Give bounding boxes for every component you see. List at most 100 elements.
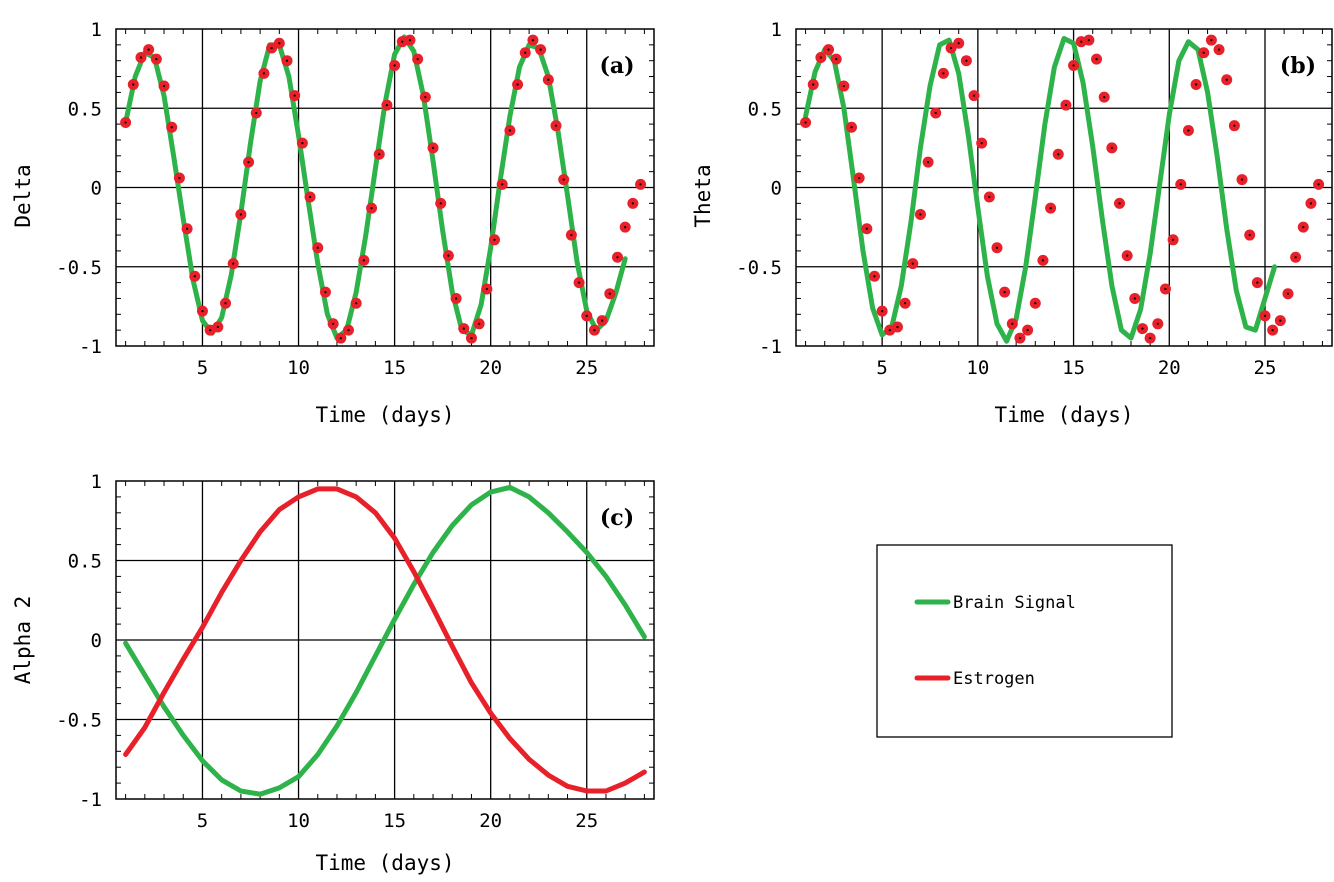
y-tick-label: -0.5	[56, 257, 102, 279]
estrogen-marker-center	[424, 96, 427, 99]
estrogen-marker-center	[1041, 259, 1045, 262]
estrogen-markers	[800, 34, 1325, 344]
estrogen-marker-center	[147, 48, 150, 51]
estrogen-marker-center	[485, 287, 488, 291]
estrogen-marker-center	[262, 72, 266, 75]
estrogen-marker-center	[1057, 153, 1060, 156]
estrogen-marker-center	[1202, 51, 1205, 54]
estrogen-marker-center	[1011, 322, 1014, 325]
estrogen-marker-center	[1095, 58, 1098, 61]
estrogen-marker-center	[470, 336, 473, 340]
x-tick-label: 10	[287, 357, 310, 379]
estrogen-marker-center	[608, 292, 611, 295]
estrogen-marker-center	[865, 227, 868, 230]
estrogen-marker-center	[1018, 336, 1022, 340]
x-axis-label: Time (days)	[994, 403, 1133, 427]
y-tick-label: 1	[771, 19, 782, 41]
plot-frame	[115, 28, 655, 347]
estrogen-marker-center	[911, 262, 914, 265]
estrogen-marker-center	[1210, 38, 1213, 42]
estrogen-marker-center	[193, 275, 196, 278]
estrogen-marker-center	[462, 327, 465, 330]
estrogen-marker-center	[1156, 322, 1159, 325]
estrogen-marker-center	[942, 72, 945, 75]
estrogen-marker-center	[888, 329, 891, 332]
y-tick-label: 1	[91, 471, 102, 493]
estrogen-marker-center	[378, 153, 381, 156]
y-axis-label: Delta	[11, 164, 35, 227]
x-tick-label: 10	[287, 810, 310, 832]
y-tick-label: -0.5	[736, 257, 782, 279]
estrogen-marker-center	[285, 59, 289, 62]
estrogen-marker-center	[850, 126, 853, 129]
estrogen-marker-center	[370, 207, 373, 210]
y-tick-label: 0	[771, 178, 782, 200]
estrogen-marker-center	[819, 56, 822, 59]
gridlines	[796, 29, 1332, 346]
y-tick-label: 0.5	[748, 98, 782, 120]
x-tick-label: 15	[383, 357, 406, 379]
estrogen-marker-center	[547, 78, 550, 81]
estrogen-marker-center	[1302, 226, 1305, 229]
panel-tag: (b)	[1280, 53, 1316, 79]
estrogen-marker-center	[1179, 183, 1182, 186]
estrogen-marker-center	[881, 310, 884, 313]
estrogen-marker-center	[631, 202, 634, 205]
estrogen-marker-center	[239, 213, 242, 216]
estrogen-marker-center	[278, 42, 281, 45]
panel-a: 5 10 15 20 25 1 0.5 0 -0.5 -1 Time (days) Delta (a)	[11, 19, 655, 427]
minor-ticks	[116, 481, 654, 799]
estrogen-marker-center	[972, 94, 976, 97]
y-tick-label: -1	[79, 789, 102, 811]
y-tick-label: 0.5	[68, 98, 102, 120]
estrogen-marker-center	[812, 83, 815, 86]
estrogen-marker-center	[919, 213, 922, 216]
x-tick-label: 20	[479, 357, 502, 379]
estrogen-marker-center	[1317, 183, 1320, 186]
estrogen-marker-center	[827, 48, 830, 51]
series-line-brain-signal	[123, 484, 647, 797]
estrogen-marker-center	[616, 256, 619, 259]
panel-b: 5 10 15 20 25 1 0.5 0 -0.5 -1 Time (days) Theta (b)	[691, 19, 1333, 427]
estrogen-marker-center	[247, 161, 250, 164]
y-tick-label: 0.5	[68, 551, 102, 573]
estrogen-marker-center	[926, 161, 930, 164]
estrogen-marker-center	[957, 42, 960, 45]
estrogen-marker-center	[255, 111, 258, 115]
estrogen-marker-center	[980, 142, 983, 145]
estrogen-marker-center	[1309, 202, 1313, 205]
estrogen-marker-center	[562, 178, 565, 181]
estrogen-marker-center	[539, 48, 542, 51]
estrogen-marker-center	[216, 325, 219, 329]
estrogen-marker-center	[554, 124, 558, 127]
x-tick-label: 25	[1254, 357, 1277, 379]
estrogen-marker-center	[1233, 124, 1236, 127]
estrogen-marker-center	[124, 121, 127, 124]
legend-box	[876, 544, 1173, 738]
estrogen-marker-center	[447, 254, 450, 257]
estrogen-marker-center	[577, 281, 581, 284]
x-tick-label: 25	[575, 810, 598, 832]
estrogen-marker-center	[270, 46, 273, 50]
estrogen-marker-center	[896, 325, 899, 329]
estrogen-marker-center	[439, 202, 442, 205]
estrogen-marker-center	[1248, 233, 1251, 237]
estrogen-marker-center	[232, 262, 235, 265]
estrogen-marker-center	[1225, 78, 1228, 81]
minor-ticks	[796, 29, 1332, 346]
estrogen-marker-center	[185, 227, 189, 230]
y-tick-label: 0	[91, 630, 102, 652]
estrogen-marker-center	[570, 233, 573, 237]
estrogen-marker-center	[585, 314, 588, 317]
estrogen-marker-center	[995, 246, 999, 249]
estrogen-marker-center	[431, 146, 435, 149]
estrogen-marker-center	[904, 302, 907, 305]
panel-tag: (c)	[600, 505, 634, 531]
y-axis-label: Theta	[691, 164, 715, 227]
estrogen-marker-center	[1286, 292, 1290, 295]
estrogen-markers	[120, 34, 647, 344]
y-tick-label: -0.5	[56, 710, 102, 732]
estrogen-marker-center	[201, 310, 204, 313]
estrogen-marker-center	[301, 142, 304, 145]
estrogen-marker-center	[385, 103, 389, 107]
